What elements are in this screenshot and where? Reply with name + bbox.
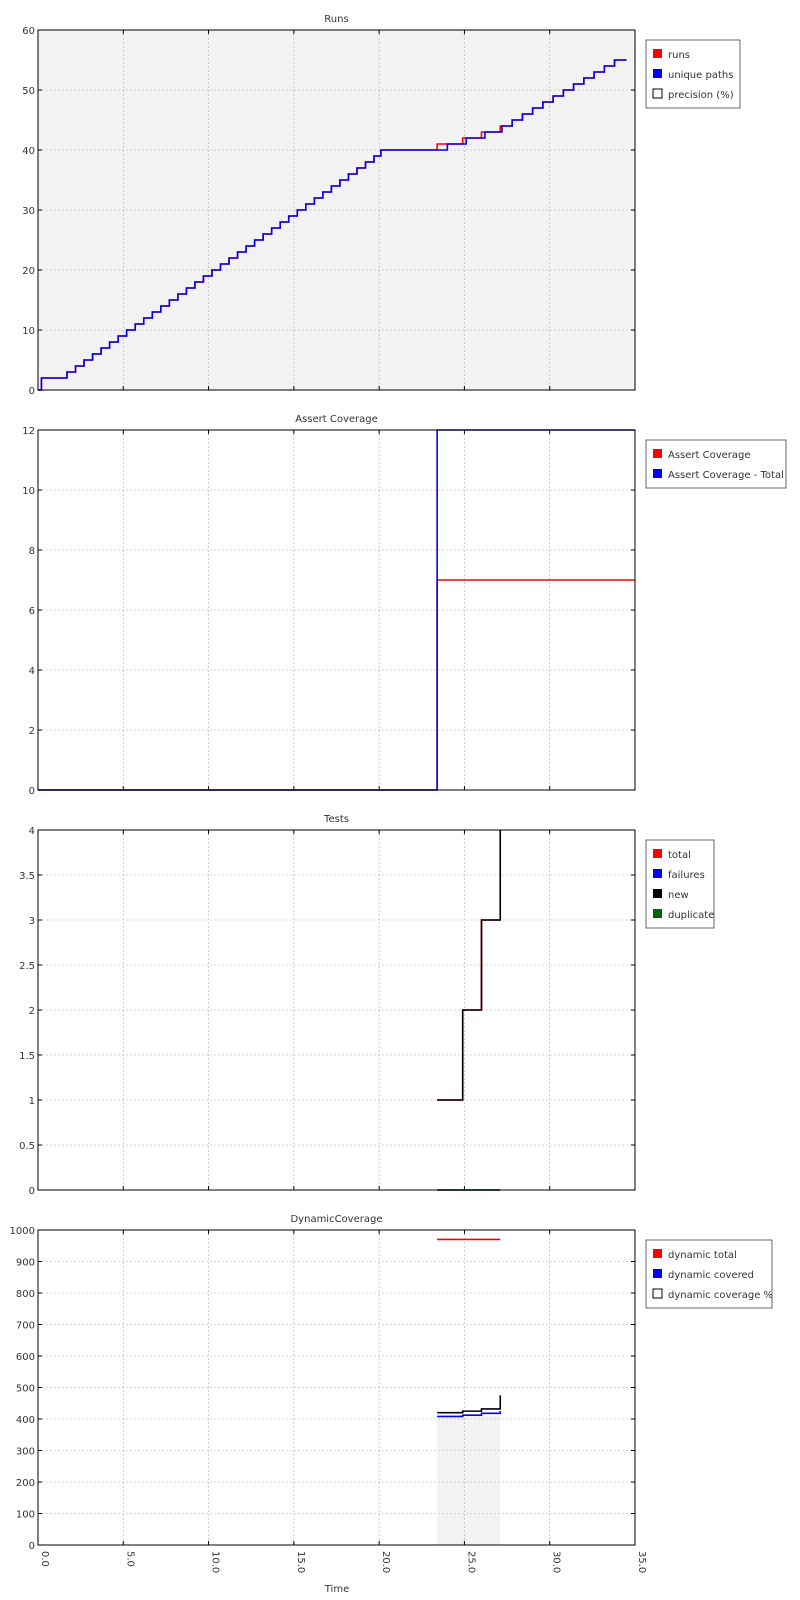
legend-swatch bbox=[653, 469, 662, 478]
x-tick-label: 15.0 bbox=[295, 1551, 306, 1573]
x-tick-label: 30.0 bbox=[551, 1551, 562, 1573]
y-tick-label: 0 bbox=[29, 386, 35, 397]
legend-label: failures bbox=[668, 870, 705, 881]
y-tick-label: 900 bbox=[16, 1258, 35, 1269]
y-tick-label: 40 bbox=[22, 146, 35, 157]
x-tick-label: 35.0 bbox=[636, 1551, 647, 1573]
legend-box bbox=[645, 1239, 773, 1309]
series-line-unique-paths bbox=[38, 59, 627, 391]
legend-label: runs bbox=[668, 50, 690, 61]
legend-label: unique paths bbox=[668, 70, 733, 81]
y-tick-label: 0 bbox=[29, 1541, 35, 1552]
y-tick-label: 12 bbox=[22, 426, 35, 437]
chart-title: DynamicCoverage bbox=[290, 1214, 382, 1225]
y-tick-label: 1 bbox=[29, 1096, 35, 1107]
y-tick-label: 100 bbox=[16, 1510, 35, 1521]
y-tick-label: 600 bbox=[16, 1352, 35, 1363]
legend-label: precision (%) bbox=[668, 90, 734, 101]
y-tick-label: 10 bbox=[22, 326, 35, 337]
y-tick-label: 1.5 bbox=[19, 1051, 35, 1062]
legend-label: dynamic coverage % bbox=[668, 1290, 773, 1301]
chart-title: Assert Coverage bbox=[295, 414, 378, 425]
legend-label: Assert Coverage - Total bbox=[668, 470, 784, 481]
y-tick-label: 0.5 bbox=[19, 1141, 35, 1152]
legend-swatch bbox=[653, 849, 662, 858]
legend-swatch bbox=[653, 869, 662, 878]
legend-swatch bbox=[653, 889, 662, 898]
x-tick-label: 20.0 bbox=[380, 1551, 391, 1573]
y-tick-label: 6 bbox=[29, 606, 35, 617]
y-tick-label: 3 bbox=[29, 916, 35, 927]
y-tick-label: 1000 bbox=[10, 1226, 35, 1237]
x-tick-label: 25.0 bbox=[465, 1551, 476, 1573]
y-tick-label: 0 bbox=[29, 1186, 35, 1197]
y-tick-label: 3.5 bbox=[19, 871, 35, 882]
legend-label: duplicate bbox=[668, 910, 714, 921]
legend-swatch bbox=[653, 449, 662, 458]
chart-panel-4: 0 100 200 300 400 500 600 700 800 900 1000 DynamicC… bbox=[10, 1214, 774, 1552]
y-tick-label: 300 bbox=[16, 1447, 35, 1458]
y-tick-label: 50 bbox=[22, 86, 35, 97]
legend-swatch bbox=[652, 1288, 663, 1299]
y-tick-label: 700 bbox=[16, 1321, 35, 1332]
x-tick-label: 5.0 bbox=[124, 1551, 135, 1567]
y-tick-label: 8 bbox=[29, 546, 35, 557]
y-tick-label: 2 bbox=[29, 1006, 35, 1017]
legend-label: dynamic covered bbox=[668, 1270, 754, 1281]
chart-title: Tests bbox=[323, 814, 349, 825]
y-tick-label: 60 bbox=[22, 26, 35, 37]
y-tick-label: 800 bbox=[16, 1289, 35, 1300]
x-axis-label: Time bbox=[324, 1584, 349, 1595]
chart-panel-2: 0 2 4 6 8 10 12 Assert Coverage Assert Coverage A… bbox=[22, 414, 787, 797]
y-tick-label: 2 bbox=[29, 726, 35, 737]
legend-swatch bbox=[652, 88, 663, 99]
chart-panel-3: 0 0.5 1 1.5 2 2.5 3 3.5 4 Tests total failures new du… bbox=[19, 814, 715, 1197]
y-tick-label: 200 bbox=[16, 1478, 35, 1489]
y-tick-label: 4 bbox=[29, 666, 35, 677]
y-tick-label: 30 bbox=[22, 206, 35, 217]
series-line-dynamic-coverage- bbox=[437, 1395, 502, 1414]
x-tick-label: 10.0 bbox=[210, 1551, 221, 1573]
y-tick-label: 10 bbox=[22, 486, 35, 497]
legend-box bbox=[645, 439, 787, 489]
legend-swatch bbox=[653, 1269, 662, 1278]
y-tick-label: 20 bbox=[22, 266, 35, 277]
chart-panel-1: 0 10 20 30 40 50 60 Runs runs unique paths precisi… bbox=[22, 14, 741, 397]
coverage-area bbox=[437, 1415, 501, 1545]
y-tick-label: 4 bbox=[29, 826, 35, 837]
legend-swatch bbox=[653, 1249, 662, 1258]
y-tick-label: 500 bbox=[16, 1384, 35, 1395]
legend-label: new bbox=[668, 890, 689, 901]
y-tick-label: 2.5 bbox=[19, 961, 35, 972]
legend-label: total bbox=[668, 850, 691, 861]
legend-swatch bbox=[653, 69, 662, 78]
y-tick-label: 0 bbox=[29, 786, 35, 797]
y-tick-label: 400 bbox=[16, 1415, 35, 1426]
series-line-dynamic-covered bbox=[437, 1411, 502, 1418]
series-line-new bbox=[437, 830, 502, 1101]
legend-label: Assert Coverage bbox=[668, 450, 751, 461]
legend-label: dynamic total bbox=[668, 1250, 737, 1261]
legend-swatch bbox=[653, 909, 662, 918]
legend-swatch bbox=[653, 49, 662, 58]
chart-title: Runs bbox=[324, 14, 348, 25]
x-tick-label: 0.0 bbox=[39, 1551, 50, 1567]
